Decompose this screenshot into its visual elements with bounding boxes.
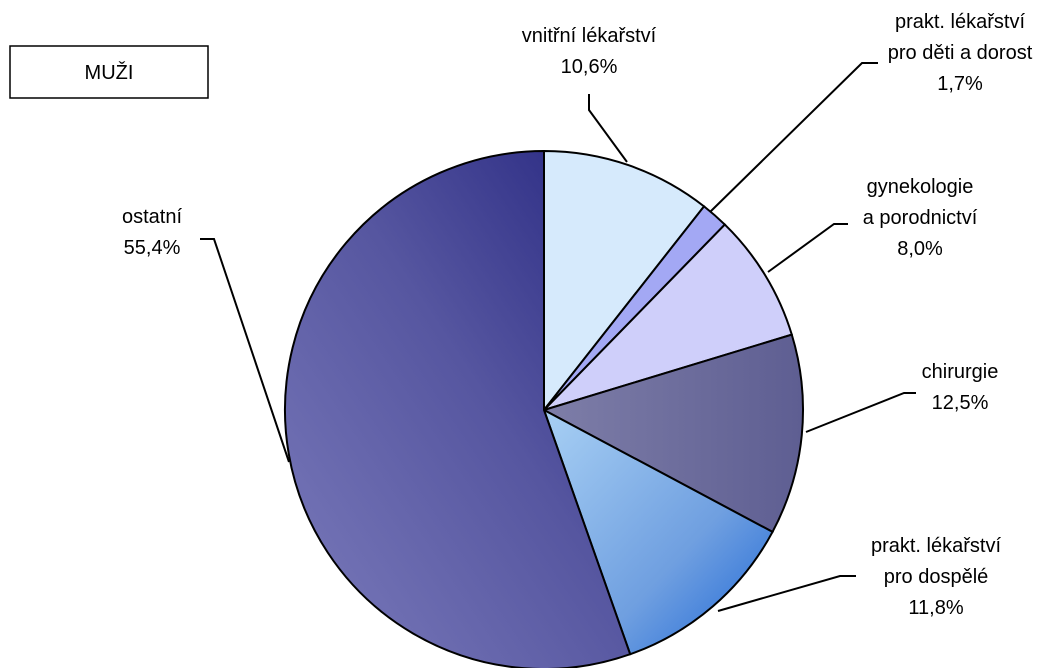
legend-box-text: MUŽI xyxy=(85,61,134,84)
slice-label: prakt. lékařství pro děti a dorost 1,7% xyxy=(888,11,1033,95)
slice-label: ostatní 55,4% xyxy=(122,206,182,259)
leader-lines xyxy=(200,62,916,612)
pie-slice xyxy=(543,223,794,411)
slice-category-label: pro dospělé xyxy=(884,566,989,588)
slice-label: vnitřní lékařství 10,6% xyxy=(522,25,657,78)
pie-slice xyxy=(542,407,774,656)
slice-category-label: gynekologie xyxy=(867,176,974,198)
slice-category-label: prakt. lékařství xyxy=(871,535,1001,557)
slice-value-label: 1,7% xyxy=(937,73,983,95)
pie-slice xyxy=(541,333,804,534)
leader-line xyxy=(717,575,856,612)
slice-category-label: pro děti a dorost xyxy=(888,42,1033,64)
slice-label: gynekologie a porodnictví 8,0% xyxy=(863,176,978,260)
slice-category-label: prakt. lékařství xyxy=(895,11,1025,33)
slice-label: prakt. lékařství pro dospělé 11,8% xyxy=(871,535,1001,619)
leader-line xyxy=(709,62,878,213)
pie-slice xyxy=(284,149,632,668)
leader-line xyxy=(200,238,290,463)
slice-value-label: 11,8% xyxy=(908,597,963,619)
slice-category-label: chirurgie xyxy=(922,361,999,383)
slice-category-label: vnitřní lékařství xyxy=(522,25,657,47)
leader-line xyxy=(588,94,628,163)
slice-labels: vnitřní lékařství 10,6%prakt. lékařství pr… xyxy=(122,11,1033,619)
pie-slice xyxy=(543,149,706,413)
leader-line xyxy=(805,392,916,433)
slice-value-label: 55,4% xyxy=(124,237,181,259)
slice-label: chirurgie 12,5% xyxy=(922,361,999,414)
legend-box xyxy=(9,45,209,99)
pie-slices xyxy=(284,149,804,668)
slice-value-label: 10,6% xyxy=(561,56,618,78)
slice-category-label: a porodnictví xyxy=(863,207,978,229)
slice-category-label: ostatní xyxy=(122,206,182,228)
slice-value-label: 12,5% xyxy=(932,392,989,414)
leader-line xyxy=(767,223,848,273)
slice-value-label: 8,0% xyxy=(897,238,943,260)
